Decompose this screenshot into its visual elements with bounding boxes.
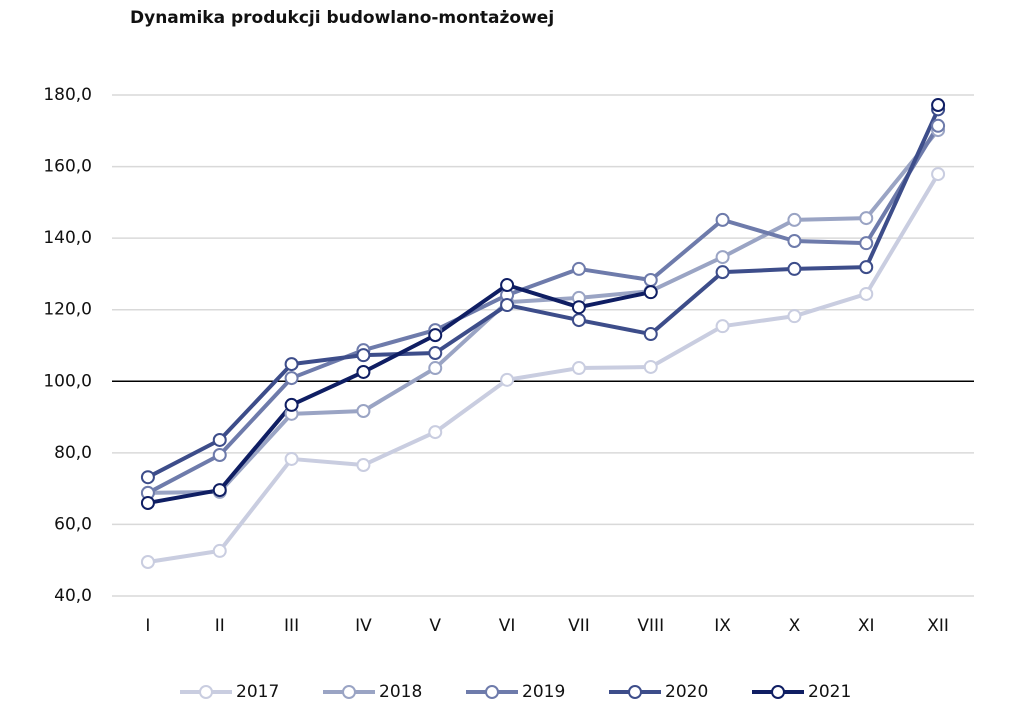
point — [643, 273, 658, 288]
x-tick-label: III — [284, 616, 299, 636]
y-tick-label: 40,0 — [54, 586, 92, 606]
point — [571, 261, 586, 276]
point — [212, 543, 227, 558]
y-tick-label: 80,0 — [54, 443, 92, 463]
point — [715, 319, 730, 334]
legend-marker — [342, 685, 356, 699]
point — [571, 300, 586, 315]
point — [859, 236, 874, 251]
point — [859, 286, 874, 301]
point — [356, 348, 371, 363]
point — [356, 403, 371, 418]
point — [859, 211, 874, 226]
point — [571, 361, 586, 376]
point — [212, 432, 227, 447]
chart-title: Dynamika produkcji budowlano-montażowej — [130, 8, 554, 28]
point — [212, 483, 227, 498]
legend-label: 2021 — [808, 682, 851, 702]
y-tick-label: 160,0 — [43, 157, 92, 177]
point — [931, 167, 946, 182]
x-tick-label: I — [145, 616, 150, 636]
point — [428, 425, 443, 440]
legend-marker — [485, 685, 499, 699]
point — [500, 278, 515, 293]
point — [787, 261, 802, 276]
point — [787, 212, 802, 227]
point — [284, 371, 299, 386]
point — [140, 470, 155, 485]
point — [284, 357, 299, 372]
y-tick-label: 120,0 — [43, 300, 92, 320]
x-tick-label: XII — [927, 616, 949, 636]
point — [428, 361, 443, 376]
point — [643, 359, 658, 374]
legend-label: 2018 — [379, 682, 422, 702]
point — [428, 328, 443, 343]
series-line — [146, 108, 940, 479]
point — [428, 346, 443, 361]
point — [571, 313, 586, 328]
legend-marker — [628, 685, 642, 699]
point — [356, 364, 371, 379]
legend-marker — [199, 685, 213, 699]
legend-label: 2017 — [236, 682, 279, 702]
point — [140, 555, 155, 570]
y-tick-label: 100,0 — [43, 371, 92, 391]
x-tick-label: X — [789, 616, 801, 636]
series-line — [146, 124, 940, 495]
point — [284, 451, 299, 466]
x-tick-label: IX — [714, 616, 731, 636]
y-tick-label: 180,0 — [43, 85, 92, 105]
point — [715, 250, 730, 265]
point — [931, 118, 946, 133]
series-line — [147, 128, 940, 495]
legend-label: 2020 — [665, 682, 708, 702]
point — [500, 372, 515, 387]
point — [643, 327, 658, 342]
legend-marker — [771, 685, 785, 699]
point — [787, 234, 802, 249]
x-tick-label: II — [215, 616, 225, 636]
x-tick-label: V — [429, 616, 441, 636]
point — [500, 298, 515, 313]
x-tick-label: IV — [355, 616, 372, 636]
point — [140, 495, 155, 510]
legend-label: 2019 — [522, 682, 565, 702]
point — [356, 458, 371, 473]
point — [643, 285, 658, 300]
x-tick-label: VIII — [637, 616, 664, 636]
x-tick-label: VI — [499, 616, 516, 636]
y-tick-label: 60,0 — [54, 514, 92, 534]
y-tick-label: 140,0 — [43, 228, 92, 248]
x-tick-label: XI — [858, 616, 875, 636]
point — [787, 309, 802, 324]
point — [715, 265, 730, 280]
x-tick-label: VII — [568, 616, 590, 636]
point — [284, 397, 299, 412]
point — [715, 212, 730, 227]
point — [859, 260, 874, 275]
point — [931, 98, 946, 113]
point — [212, 448, 227, 463]
series-line — [147, 173, 940, 564]
